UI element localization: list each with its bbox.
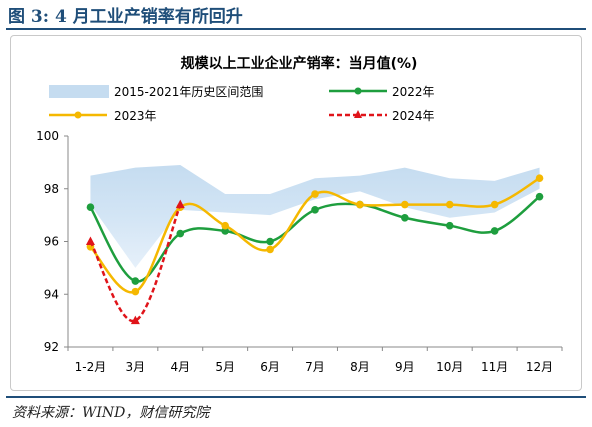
series-line-2023年 — [89, 177, 541, 294]
bottom-rule — [6, 396, 586, 398]
legend: 2015-2021年历史区间范围 2022年 2023年 2024年 — [49, 85, 435, 123]
figure-title: 图 3: 4 月工业产销率有所回升 — [8, 7, 243, 27]
data-point-2024年 — [175, 199, 185, 209]
x-tick-label: 8月 — [350, 360, 370, 374]
x-tick-label: 10月 — [436, 360, 463, 374]
data-point-2024年 — [85, 236, 95, 245]
x-tick-label: 4月 — [170, 360, 190, 374]
data-point-2024年 — [130, 315, 140, 325]
y-tick-label: 100 — [36, 129, 59, 143]
x-tick-label: 1-2月 — [75, 360, 107, 374]
data-point-2023年 — [445, 200, 454, 209]
x-tick-label: 3月 — [126, 360, 146, 374]
historical-range-band — [90, 165, 540, 268]
series-line-2024年 — [89, 204, 182, 322]
chart-title: 规模以上工业企业产销率：当月值(%) — [181, 55, 418, 72]
data-point-2023年 — [401, 200, 409, 209]
data-point-2022年 — [131, 277, 140, 285]
data-point-2022年 — [401, 213, 409, 222]
data-point-2022年 — [535, 192, 544, 201]
data-point-2022年 — [311, 206, 319, 214]
x-tick-label: 9月 — [395, 360, 415, 374]
source-note: 资料来源：WIND，财信研究院 — [12, 405, 210, 421]
data-point-2023年 — [535, 174, 544, 182]
data-point-2022年 — [266, 237, 274, 246]
data-point-2022年 — [490, 227, 499, 235]
top-rule — [6, 28, 586, 30]
data-point-2023年 — [490, 200, 499, 209]
data-point-2022年 — [445, 221, 454, 230]
y-tick-label: 96 — [44, 235, 59, 249]
legend-2023-swatch — [49, 111, 107, 119]
y-tick-label: 94 — [44, 287, 59, 301]
data-point-2022年 — [176, 229, 185, 238]
x-tick-label: 5月 — [215, 360, 235, 374]
legend-band-swatch — [49, 85, 109, 98]
data-point-2022年 — [86, 203, 95, 212]
chart-frame — [10, 35, 582, 391]
x-tick-label: 11月 — [481, 360, 508, 374]
line-chart: 规模以上工业企业产销率：当月值(%) 2015-2021年历史区间范围 2022… — [36, 55, 563, 374]
data-point-2023年 — [311, 190, 319, 198]
data-point-2023年 — [356, 200, 364, 209]
legend-2024-label: 2024年 — [392, 109, 435, 123]
data-point-2023年 — [221, 221, 229, 230]
data-point-2022年 — [221, 227, 229, 235]
data-point-2023年 — [131, 287, 140, 296]
y-tick-label: 98 — [44, 182, 59, 196]
legend-2023-label: 2023年 — [114, 109, 157, 123]
legend-band-label: 2015-2021年历史区间范围 — [114, 85, 263, 99]
plot-area: 92 94 96 98 100 1-2月 3月 4月 5月 6月 7月 8月 9月 10月 11月 12月 — [36, 129, 563, 374]
y-tick-label: 92 — [44, 340, 59, 354]
legend-2022-label: 2022年 — [392, 85, 435, 99]
data-point-2023年 — [266, 245, 274, 254]
x-tick-label: 6月 — [260, 360, 280, 374]
x-tick-label: 12月 — [526, 360, 553, 374]
legend-2024-swatch — [329, 110, 387, 118]
legend-2022-swatch — [329, 87, 387, 95]
x-tick-label: 7月 — [305, 360, 325, 374]
